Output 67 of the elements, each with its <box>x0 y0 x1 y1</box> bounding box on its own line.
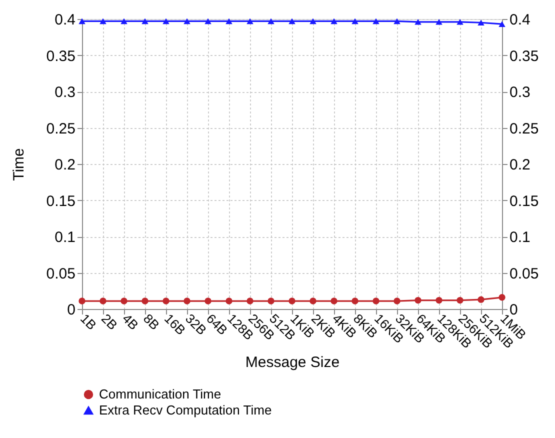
point <box>352 298 358 304</box>
y-axis-title: Time <box>10 148 28 181</box>
point <box>498 294 506 301</box>
y-tick-label: 0.05 <box>46 265 76 282</box>
point <box>142 298 148 304</box>
point <box>226 18 232 24</box>
y-tick-label: 0.2 <box>54 156 76 174</box>
y2-tick-label: 0.15 <box>510 192 539 210</box>
y-tick-label: 0.15 <box>46 192 76 210</box>
y-tick-label: 0.25 <box>46 120 76 138</box>
point <box>330 18 338 24</box>
x-tick-label: 1B <box>78 310 100 333</box>
point <box>310 18 316 24</box>
legend-label: Communication Time <box>99 386 222 402</box>
point <box>120 18 128 24</box>
x-tick-label: 2B <box>98 310 120 333</box>
point <box>372 18 380 24</box>
x-tick-label: 4B <box>120 310 142 333</box>
point <box>352 18 358 24</box>
x-tick-label: 8B <box>140 310 162 333</box>
y2-tick-label: 0.4 <box>510 12 530 28</box>
y-tick-label: 0.4 <box>54 12 76 28</box>
point <box>78 298 86 304</box>
point <box>288 298 296 304</box>
point <box>372 298 380 304</box>
y2-tick-label: 0.05 <box>510 265 539 282</box>
point <box>142 18 148 24</box>
point <box>288 18 296 24</box>
point <box>436 18 442 25</box>
point <box>414 18 422 25</box>
y2-tick-label: 0 <box>510 302 518 318</box>
y-tick-label: 0.3 <box>54 84 76 101</box>
legend-label: Extra Recv Computation Time <box>99 402 272 418</box>
point <box>478 20 484 26</box>
point <box>184 298 190 304</box>
point <box>204 18 212 24</box>
point <box>414 296 422 304</box>
point <box>498 21 506 27</box>
y2-tick-label: 0.2 <box>510 156 530 174</box>
point <box>394 298 400 304</box>
point <box>330 298 338 304</box>
point <box>184 18 190 24</box>
y2-tick-label: 0.3 <box>510 84 530 101</box>
point <box>162 18 170 24</box>
point <box>268 298 274 304</box>
point <box>436 296 442 304</box>
point <box>456 296 464 304</box>
y-tick-label: 0 <box>67 302 76 318</box>
point <box>100 298 106 304</box>
y-tick-label: 0.1 <box>54 229 76 246</box>
point <box>226 298 232 304</box>
point <box>246 298 254 304</box>
y2-tick-label: 0.35 <box>510 48 539 65</box>
point <box>204 298 212 304</box>
point <box>120 298 128 304</box>
point <box>310 298 316 304</box>
point <box>100 18 106 24</box>
point <box>394 18 400 24</box>
y2-tick-label: 0.25 <box>510 120 539 138</box>
point <box>268 18 274 24</box>
y-tick-label: 0.35 <box>46 48 76 65</box>
point <box>162 298 170 304</box>
y2-tick-label: 0.1 <box>510 229 530 246</box>
x-axis-title: Message Size <box>245 354 340 372</box>
point <box>246 18 254 24</box>
point <box>478 296 484 303</box>
point <box>456 18 464 25</box>
